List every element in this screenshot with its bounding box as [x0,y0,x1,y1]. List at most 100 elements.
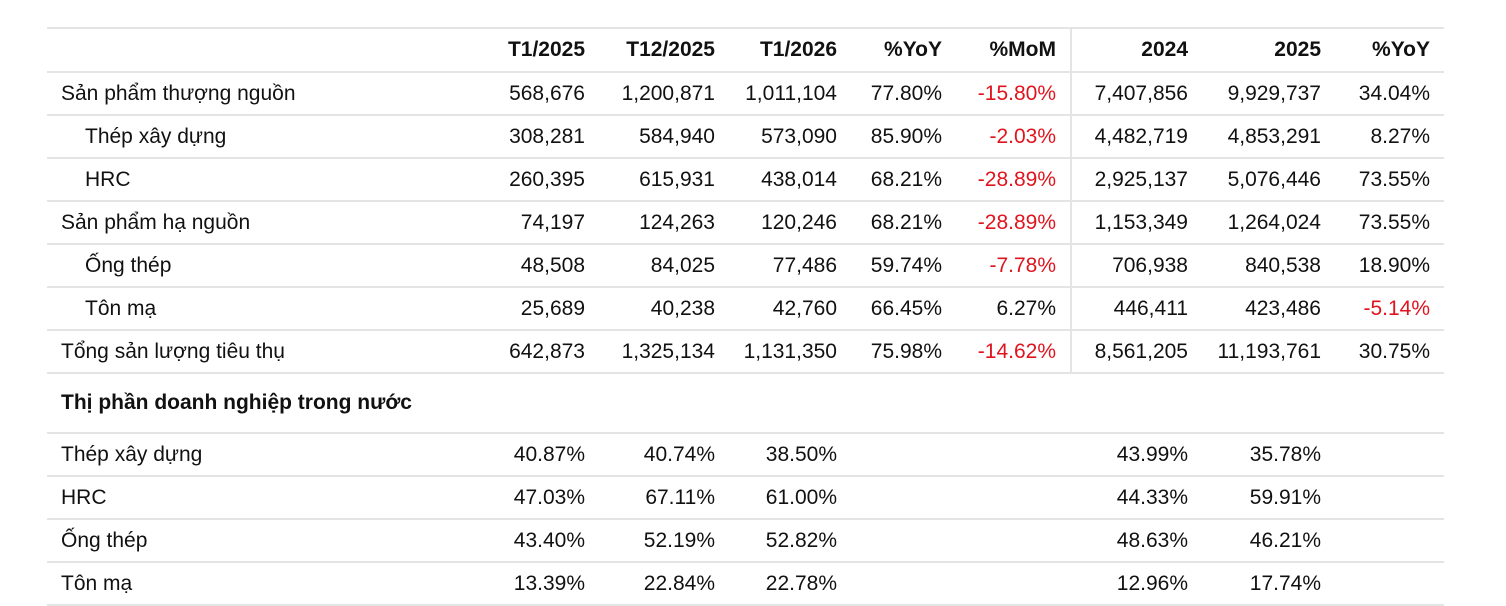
cell-t12-2025: 67.11% [599,476,729,520]
table-row: Ống thép 43.40% 52.19% 52.82% 48.63% 46.21% [47,519,1444,563]
cell-yoy-month [851,519,956,563]
cell-t1-2025: 308,281 [457,115,599,159]
section-header-row: Thị phần doanh nghiệp trong nước [47,373,1444,434]
table-row: Tôn mạ 25,689 40,238 42,760 66.45% 6.27% 446,4… [47,287,1444,331]
cell-t12-2025: 1,325,134 [599,330,729,374]
cell-t1-2026: 61.00% [729,476,851,520]
cell-yoy-year [1335,476,1444,520]
cell-t12-2025: 615,931 [599,158,729,202]
table-row: Tổng sản lượng tiêu thụ 642,873 1,325,134 1… [47,330,1444,374]
row-label: HRC [47,476,457,520]
cell-2025: 46.21% [1202,519,1335,563]
row-label: Sản phẩm thượng nguồn [47,72,457,116]
row-label: Thép xây dựng [47,433,457,477]
cell-mom: -28.89% [956,201,1072,245]
cell-yoy-month: 77.80% [851,72,956,116]
cell-2024: 706,938 [1071,244,1202,288]
cell-yoy-year: -5.14% [1335,287,1444,331]
cell-2024: 48.63% [1071,519,1202,563]
cell-yoy-year [1335,562,1444,606]
table-row: Sản phẩm thượng nguồn 568,676 1,200,871 1,0… [47,72,1444,116]
cell-2025: 1,264,024 [1202,201,1335,245]
cell-2024: 7,407,856 [1071,72,1202,116]
cell-mom: -14.62% [956,330,1072,374]
row-label: Thép xây dựng [47,115,457,159]
cell-yoy-year [1335,433,1444,477]
cell-mom: 6.27% [956,287,1072,331]
cell-mom [956,433,1071,477]
cell-yoy-month [851,476,956,520]
cell-t12-2025: 52.19% [599,519,729,563]
cell-2025: 17.74% [1202,562,1335,606]
table-row: Tôn mạ 13.39% 22.84% 22.78% 12.96% 17.74% [47,562,1444,606]
cell-t12-2025: 84,025 [599,244,729,288]
steel-sales-table: T1/2025 T12/2025 T1/2026 %YoY %MoM 2024 … [47,27,1444,606]
cell-t1-2026: 22.78% [729,562,851,606]
header-mom: %MoM [956,27,1072,73]
cell-yoy-month: 85.90% [851,115,956,159]
cell-yoy-month: 68.21% [851,158,956,202]
cell-t1-2026: 77,486 [729,244,851,288]
row-label: Ống thép [47,519,457,563]
cell-2024: 1,153,349 [1071,201,1202,245]
cell-t12-2025: 40,238 [599,287,729,331]
header-yoy-month: %YoY [851,27,956,73]
cell-yoy-year: 73.55% [1335,201,1444,245]
cell-t1-2025: 25,689 [457,287,599,331]
cell-2025: 423,486 [1202,287,1335,331]
cell-t1-2026: 120,246 [729,201,851,245]
row-label: Ống thép [47,244,457,288]
section-title: Thị phần doanh nghiệp trong nước [47,373,1444,434]
header-yoy-year: %YoY [1335,27,1444,73]
cell-yoy-year [1335,519,1444,563]
cell-2024: 43.99% [1071,433,1202,477]
cell-yoy-month: 68.21% [851,201,956,245]
table-row: HRC 47.03% 67.11% 61.00% 44.33% 59.91% [47,476,1444,520]
cell-t1-2026: 38.50% [729,433,851,477]
cell-t1-2025: 47.03% [457,476,599,520]
cell-yoy-year: 8.27% [1335,115,1444,159]
cell-2025: 59.91% [1202,476,1335,520]
cell-t1-2026: 1,131,350 [729,330,851,374]
cell-yoy-month: 59.74% [851,244,956,288]
cell-t1-2025: 568,676 [457,72,599,116]
cell-t1-2025: 48,508 [457,244,599,288]
table-row: Ống thép 48,508 84,025 77,486 59.74% -7.78% 70… [47,244,1444,288]
cell-t12-2025: 1,200,871 [599,72,729,116]
table-row: Thép xây dựng 40.87% 40.74% 38.50% 43.99% 35.… [47,433,1444,477]
cell-2024: 8,561,205 [1071,330,1202,374]
cell-mom: -15.80% [956,72,1072,116]
cell-mom: -2.03% [956,115,1072,159]
cell-2025: 35.78% [1202,433,1335,477]
cell-2025: 4,853,291 [1202,115,1335,159]
cell-yoy-year: 30.75% [1335,330,1444,374]
row-label: Tổng sản lượng tiêu thụ [47,330,457,374]
cell-mom: -28.89% [956,158,1072,202]
header-t12-2025: T12/2025 [599,27,729,73]
cell-t12-2025: 584,940 [599,115,729,159]
cell-t1-2025: 43.40% [457,519,599,563]
row-label: HRC [47,158,457,202]
cell-t1-2025: 642,873 [457,330,599,374]
cell-2024: 44.33% [1071,476,1202,520]
table-row: Sản phẩm hạ nguồn 74,197 124,263 120,246 68.… [47,201,1444,245]
cell-t12-2025: 22.84% [599,562,729,606]
cell-t1-2025: 40.87% [457,433,599,477]
cell-2025: 840,538 [1202,244,1335,288]
table-row: HRC 260,395 615,931 438,014 68.21% -28.89% 2,9… [47,158,1444,202]
steel-sales-table-container: T1/2025 T12/2025 T1/2026 %YoY %MoM 2024 … [47,27,1444,606]
cell-2024: 446,411 [1071,287,1202,331]
cell-t12-2025: 40.74% [599,433,729,477]
header-t1-2026: T1/2026 [729,27,851,73]
cell-yoy-month: 75.98% [851,330,956,374]
cell-t1-2026: 573,090 [729,115,851,159]
cell-mom [956,519,1071,563]
cell-yoy-year: 18.90% [1335,244,1444,288]
cell-mom: -7.78% [956,244,1072,288]
table-row: Thép xây dựng 308,281 584,940 573,090 85.90%… [47,115,1444,159]
cell-2025: 11,193,761 [1202,330,1335,374]
cell-yoy-month [851,562,956,606]
cell-yoy-month: 66.45% [851,287,956,331]
row-label: Tôn mạ [47,562,457,606]
header-label [47,27,457,73]
